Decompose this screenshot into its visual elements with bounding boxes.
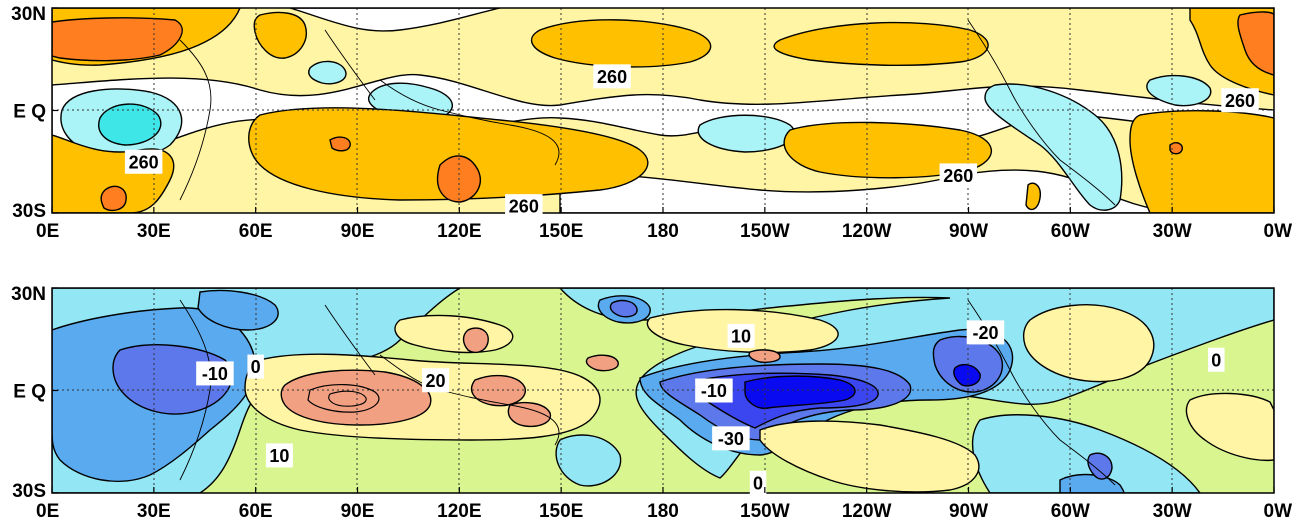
bottom-contour-label-bg	[196, 361, 234, 386]
top-y-ticks: 30N E Q 30S	[11, 4, 58, 222]
top-y-tick-label: 30N	[11, 4, 46, 25]
bottom-y-tick-label: 30N	[11, 284, 46, 305]
bottom-x-tick-label: 30W	[1153, 501, 1192, 522]
top-contour-label: 260	[509, 197, 539, 217]
bottom-contour-label-bg	[695, 378, 733, 403]
top-contour-label: 260	[129, 152, 159, 172]
top-y-tick-label: E Q	[13, 102, 46, 123]
bottom-y-ticks: 30N E Q 30S	[11, 284, 58, 502]
top-contour-label-bg	[939, 163, 978, 188]
bottom-x-tick-label: 120W	[842, 501, 892, 522]
bottom-contour-label: 10	[269, 446, 289, 466]
bottom-x-tick-label: 150E	[539, 501, 583, 522]
bottom-x-ticks: 0E 30E 60E 90E 120E 150E 180 150W 120W 90W 60W 30W 0…	[36, 487, 1292, 522]
top-x-tick-label: 90E	[341, 221, 375, 242]
bottom-x-tick-label: 90W	[949, 501, 988, 522]
top-y-tick-label: 30S	[12, 201, 46, 222]
top-map-panel: 260 260 260 260 260 30N E Q 30S 0E 30E 60E 90E 120…	[11, 4, 1292, 242]
bottom-contour-labels: -10 0 20 10 10 -10 -30 0 -20 0	[196, 320, 1225, 495]
top-contour-label: 260	[597, 67, 627, 87]
top-x-tick-label: 0E	[36, 221, 59, 242]
bottom-map-panel: -10 0 20 10 10 -10 -30 0 -20 0 30N E Q 30S 0E 30E 60E…	[11, 284, 1292, 522]
top-contour-label: 260	[943, 166, 973, 186]
top-x-tick-label: 60E	[239, 221, 273, 242]
bottom-contour-label-bg	[712, 426, 750, 451]
top-contour-label-bg	[505, 194, 543, 219]
bottom-x-tick-label: 60W	[1051, 501, 1090, 522]
bottom-y-tick-label: 30S	[12, 481, 46, 502]
top-x-tick-label: 150E	[539, 221, 583, 242]
bottom-contour-label-bg	[749, 470, 767, 495]
top-x-tick-label: 30W	[1153, 221, 1192, 242]
bottom-x-tick-label: 120E	[437, 501, 481, 522]
top-x-tick-label: 0W	[1264, 221, 1293, 242]
bottom-contour-label: 0	[1211, 350, 1221, 370]
bottom-contour-label: 0	[251, 357, 261, 377]
bottom-contour-label-bg	[422, 368, 450, 393]
top-x-tick-label: 120W	[842, 221, 892, 242]
bottom-gridlines	[52, 288, 1274, 493]
top-x-tick-label: 90W	[949, 221, 988, 242]
bottom-contour-label: 10	[731, 326, 751, 346]
bottom-contour-label-bg	[727, 323, 755, 348]
top-contour-label: 260	[1225, 91, 1255, 111]
bottom-x-tick-label: 150W	[740, 501, 790, 522]
top-contour-labels: 260 260 260 260 260	[124, 64, 1259, 219]
bottom-y-tick-label: E Q	[13, 382, 46, 403]
bottom-x-tick-label: 180	[647, 501, 679, 522]
top-contour-label-bg	[593, 64, 631, 89]
top-x-tick-label: 150W	[740, 221, 790, 242]
bottom-contour-label-bg	[265, 443, 293, 468]
bottom-contour-label-bg	[966, 320, 1005, 345]
top-x-tick-label: 60W	[1051, 221, 1090, 242]
top-x-tick-label: 180	[647, 221, 679, 242]
bottom-x-tick-label: 0E	[36, 501, 59, 522]
bottom-contour-label: 20	[426, 371, 446, 391]
bottom-contour-label: -10	[202, 364, 228, 384]
top-contour-label-bg	[124, 149, 163, 174]
bottom-x-tick-label: 0W	[1264, 501, 1293, 522]
top-contour-label-bg	[1221, 88, 1259, 113]
bottom-contour-label-bg	[1208, 347, 1225, 372]
bottom-contour-label: -30	[718, 429, 744, 449]
bottom-contour-label: -10	[701, 381, 727, 401]
bottom-contour-label-bg	[247, 354, 264, 379]
top-x-tick-label: 30E	[137, 221, 171, 242]
top-x-ticks: 0E 30E 60E 90E 120E 150E 180 150W 120W 90W 60W 30W 0…	[36, 207, 1292, 242]
bottom-x-tick-label: 60E	[239, 501, 273, 522]
bottom-x-tick-label: 30E	[137, 501, 171, 522]
top-x-tick-label: 120E	[437, 221, 481, 242]
bottom-x-tick-label: 90E	[341, 501, 375, 522]
bottom-contour-label: 0	[753, 473, 763, 493]
bottom-contour-label: -20	[972, 323, 998, 343]
